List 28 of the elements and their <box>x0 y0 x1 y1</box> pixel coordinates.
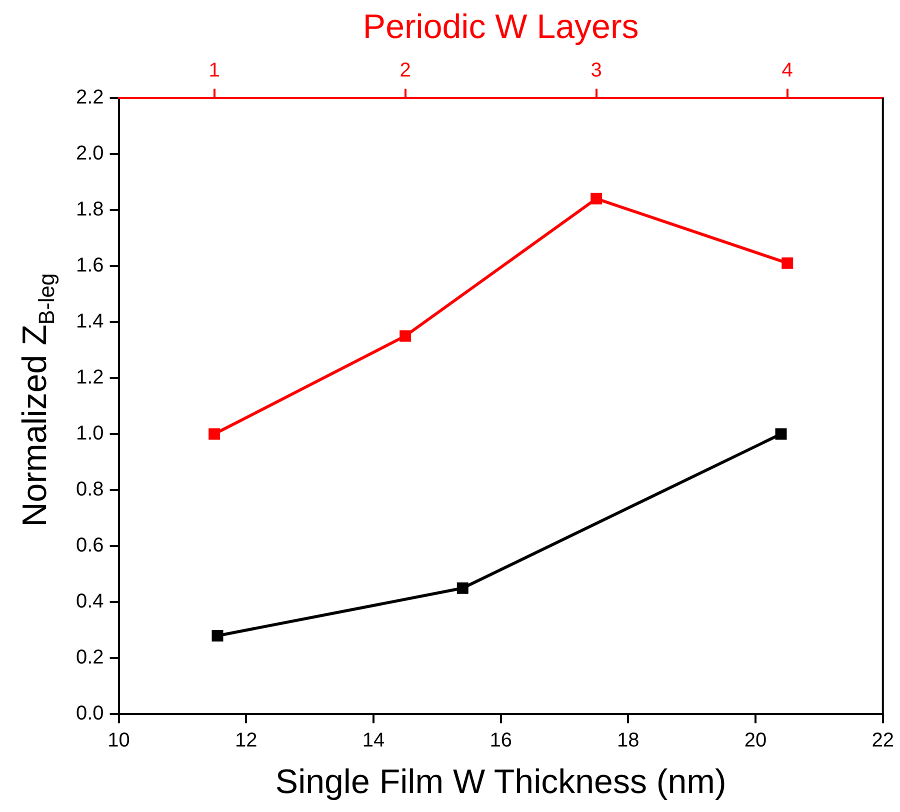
x-tick-label: 16 <box>490 730 512 752</box>
y-tick-label: 1.4 <box>76 310 104 332</box>
y-tick-label: 0.4 <box>76 590 104 613</box>
x2-tick-label: 1 <box>208 59 220 82</box>
y-tick-label: 0.2 <box>76 646 104 669</box>
y-tick-label: 2.0 <box>76 142 104 164</box>
x-tick-label: 12 <box>235 730 258 752</box>
x2-tick-label: 2 <box>400 59 411 82</box>
x2-tick-label: 3 <box>590 59 602 82</box>
y-tick-label: 1.0 <box>76 422 104 445</box>
x2-axis-title: Periodic W Layers <box>362 8 639 46</box>
y-tick-label: 1.6 <box>76 254 104 276</box>
x-tick-label: 14 <box>362 730 385 752</box>
y-tick-label: 1.2 <box>76 366 104 388</box>
y-tick-label: 2.2 <box>76 86 104 108</box>
x-tick-label: 20 <box>744 730 767 752</box>
y-tick-label: 0.0 <box>76 702 104 725</box>
point <box>212 630 224 642</box>
x-tick-label: 18 <box>617 730 640 752</box>
point <box>456 582 468 594</box>
y-tick-label: 0.8 <box>76 478 104 501</box>
y-tick-label: 1.8 <box>76 198 104 220</box>
point <box>775 428 787 440</box>
x2-tick-label: 4 <box>782 59 793 82</box>
y-tick-label: 0.6 <box>76 534 104 557</box>
x-tick-label: 22 <box>872 730 894 752</box>
x-axis-title: Single Film W Thickness (nm) <box>275 762 726 801</box>
x-tick-label: 10 <box>108 730 130 752</box>
